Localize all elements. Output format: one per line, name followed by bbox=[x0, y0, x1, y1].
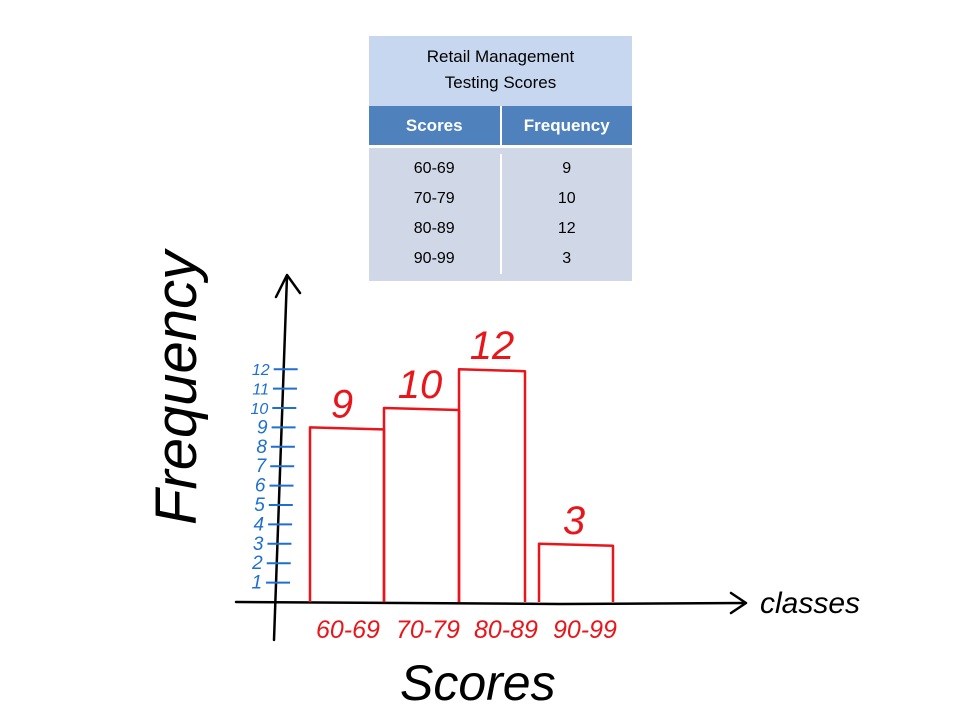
y-tick-label: 11 bbox=[252, 382, 269, 399]
y-tick-label: 1 bbox=[251, 573, 262, 594]
x-axis-note: classes bbox=[760, 587, 860, 620]
y-tick-label: 3 bbox=[253, 534, 264, 555]
frequency-cell: 10 bbox=[557, 190, 576, 207]
labels: Frequency Scores classes bbox=[144, 248, 860, 711]
data-label: 3 bbox=[563, 499, 585, 543]
score-cell: 60-69 bbox=[413, 160, 455, 177]
y-tick-label: 4 bbox=[254, 514, 265, 535]
bars: 9 60-69 10 70-79 12 80-89 3 90-99 bbox=[308, 324, 617, 644]
table-title-line2: Testing Scores bbox=[444, 73, 557, 92]
score-cell: 80-89 bbox=[413, 220, 455, 237]
category-label: 60-69 bbox=[316, 616, 380, 644]
y-tick-label: 6 bbox=[255, 476, 266, 497]
bar-90-99 bbox=[537, 542, 615, 602]
category-label: 90-99 bbox=[553, 616, 617, 644]
y-tick-label: 9 bbox=[257, 417, 268, 438]
frequency-cell: 12 bbox=[557, 220, 576, 237]
category-label: 70-79 bbox=[396, 616, 460, 644]
bar-60-69 bbox=[308, 426, 386, 602]
table-title: Retail Management Testing Scores bbox=[369, 36, 632, 106]
frequency-cell: 9 bbox=[562, 160, 572, 177]
y-tick-label: 8 bbox=[256, 437, 267, 458]
y-axis-arrowhead bbox=[274, 273, 302, 299]
category-label: 80-89 bbox=[474, 616, 538, 644]
data-label: 9 bbox=[331, 382, 353, 426]
table-header-row: Scores Frequency bbox=[369, 106, 632, 145]
y-tick-label: 7 bbox=[256, 456, 268, 477]
table-title-line1: Retail Management bbox=[426, 47, 575, 66]
bar-70-79 bbox=[382, 406, 461, 602]
data-label: 10 bbox=[398, 363, 443, 407]
column-header-scores: Scores bbox=[369, 106, 502, 145]
axes bbox=[234, 273, 748, 642]
table-body: 60-69 70-79 80-89 90-99 9 10 12 3 bbox=[369, 145, 632, 281]
y-tick-label: 5 bbox=[254, 495, 265, 516]
y-tick-label: 12 bbox=[252, 362, 270, 379]
scores-table: Retail Management Testing Scores Scores … bbox=[369, 36, 632, 281]
x-axis-title: Scores bbox=[400, 655, 556, 711]
y-tick-label: 10 bbox=[250, 401, 268, 418]
bar-80-89 bbox=[457, 367, 527, 602]
y-axis-title: Frequency bbox=[144, 248, 209, 525]
frequency-column: 9 10 12 3 bbox=[502, 154, 633, 274]
score-cell: 90-99 bbox=[413, 250, 455, 267]
y-tick-label: 2 bbox=[251, 553, 263, 574]
x-axis-line bbox=[234, 600, 747, 606]
x-axis-arrowhead bbox=[729, 591, 748, 615]
score-cell: 70-79 bbox=[413, 190, 455, 207]
frequency-cell: 3 bbox=[562, 250, 572, 267]
data-label: 12 bbox=[470, 324, 515, 368]
scores-column: 60-69 70-79 80-89 90-99 bbox=[369, 154, 502, 274]
y-axis-line bbox=[272, 274, 289, 642]
column-header-frequency: Frequency bbox=[523, 116, 610, 135]
